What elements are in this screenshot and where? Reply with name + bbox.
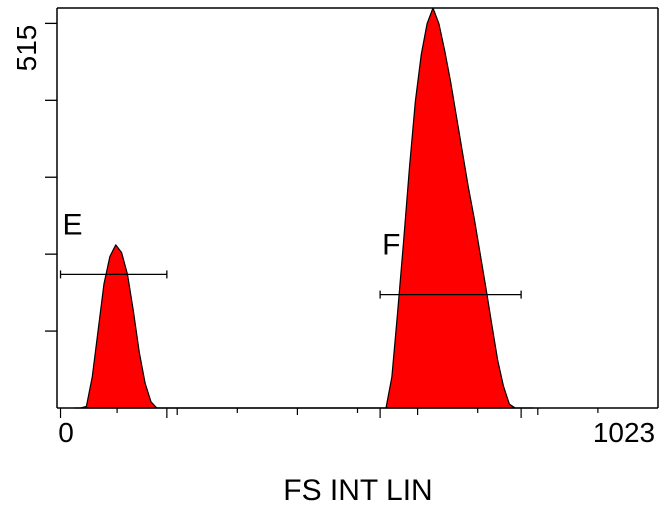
gate-label-f: F (382, 229, 400, 262)
x-tick-label-min: 0 (58, 417, 74, 448)
y-tick-label-max: 515 (11, 25, 42, 72)
gate-label-e: E (63, 208, 83, 241)
x-axis-label: FS INT LIN (283, 474, 432, 507)
histogram-area-0 (74, 7, 534, 409)
x-tick-label-max: 1023 (593, 417, 655, 448)
